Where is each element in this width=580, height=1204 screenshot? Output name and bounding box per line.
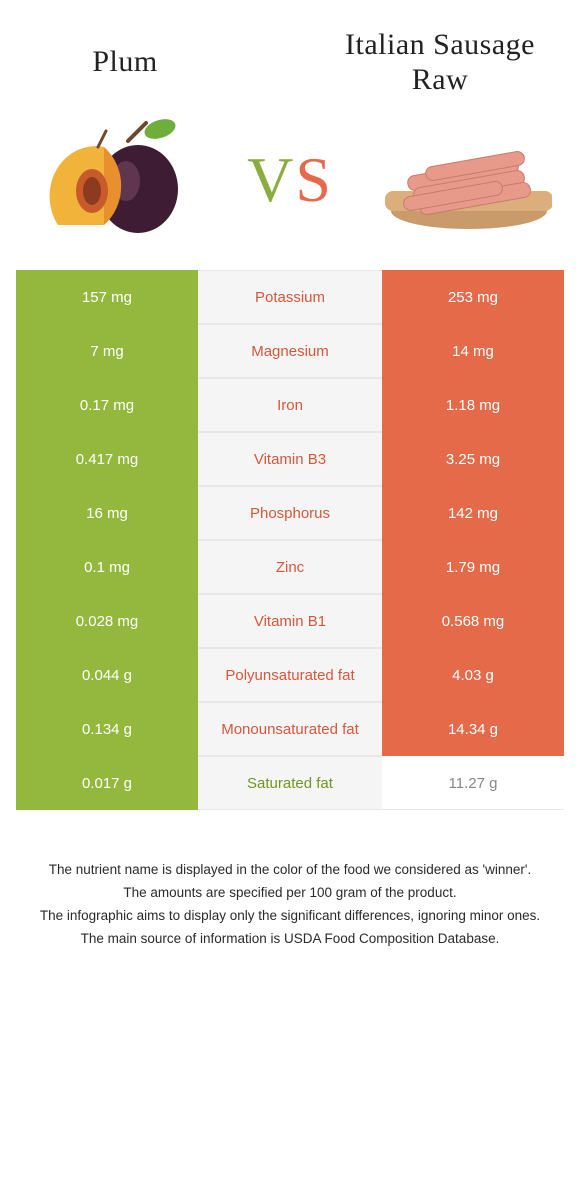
left-value: 0.134 g <box>16 702 198 756</box>
table-row: 0.044 gPolyunsaturated fat4.03 g <box>16 648 564 702</box>
footnotes: The nutrient name is displayed in the co… <box>24 860 556 950</box>
left-value: 0.017 g <box>16 756 198 810</box>
vs-s: S <box>295 144 333 215</box>
left-value: 0.044 g <box>16 648 198 702</box>
left-value: 0.1 mg <box>16 540 198 594</box>
right-value: 1.18 mg <box>382 378 564 432</box>
left-value: 0.417 mg <box>16 432 198 486</box>
food-right-title: Italian sausage raw <box>340 28 540 97</box>
right-value: 4.03 g <box>382 648 564 702</box>
table-row: 0.1 mgZinc1.79 mg <box>16 540 564 594</box>
left-value: 16 mg <box>16 486 198 540</box>
right-value: 3.25 mg <box>382 432 564 486</box>
nutrient-label: Zinc <box>198 540 382 594</box>
left-value: 0.17 mg <box>16 378 198 432</box>
right-value: 1.79 mg <box>382 540 564 594</box>
nutrient-label: Magnesium <box>198 324 382 378</box>
right-value: 0.568 mg <box>382 594 564 648</box>
table-row: 0.134 gMonounsaturated fat14.34 g <box>16 702 564 756</box>
nutrient-label: Saturated fat <box>198 756 382 810</box>
nutrient-label: Phosphorus <box>198 486 382 540</box>
table-row: 0.17 mgIron1.18 mg <box>16 378 564 432</box>
left-value: 7 mg <box>16 324 198 378</box>
right-value: 11.27 g <box>382 756 564 810</box>
nutrient-label: Vitamin B1 <box>198 594 382 648</box>
left-value: 157 mg <box>16 270 198 324</box>
right-value: 14.34 g <box>382 702 564 756</box>
table-row: 0.417 mgVitamin B33.25 mg <box>16 432 564 486</box>
nutrient-label: Potassium <box>198 270 382 324</box>
vs-v: V <box>247 144 295 215</box>
left-value: 0.028 mg <box>16 594 198 648</box>
table-row: 157 mgPotassium253 mg <box>16 270 564 324</box>
vs-label: VS <box>247 143 333 217</box>
nutrient-table: 157 mgPotassium253 mg7 mgMagnesium14 mg0… <box>16 270 564 810</box>
nutrient-label: Polyunsaturated fat <box>198 648 382 702</box>
footnote-line: The amounts are specified per 100 gram o… <box>24 883 556 904</box>
food-left-title: Plum <box>40 45 210 80</box>
table-row: 7 mgMagnesium14 mg <box>16 324 564 378</box>
nutrient-label: Vitamin B3 <box>198 432 382 486</box>
table-row: 0.028 mgVitamin B10.568 mg <box>16 594 564 648</box>
table-row: 0.017 gSaturated fat11.27 g <box>16 756 564 810</box>
nutrient-label: Iron <box>198 378 382 432</box>
footnote-line: The nutrient name is displayed in the co… <box>24 860 556 881</box>
header: Plum Italian sausage raw <box>0 0 580 107</box>
food-right-image <box>377 117 552 242</box>
right-value: 14 mg <box>382 324 564 378</box>
footnote-line: The main source of information is USDA F… <box>24 929 556 950</box>
hero: VS <box>0 107 580 270</box>
food-left-image <box>28 117 203 242</box>
footnote-line: The infographic aims to display only the… <box>24 906 556 927</box>
right-value: 253 mg <box>382 270 564 324</box>
table-row: 16 mgPhosphorus142 mg <box>16 486 564 540</box>
right-value: 142 mg <box>382 486 564 540</box>
nutrient-label: Monounsaturated fat <box>198 702 382 756</box>
